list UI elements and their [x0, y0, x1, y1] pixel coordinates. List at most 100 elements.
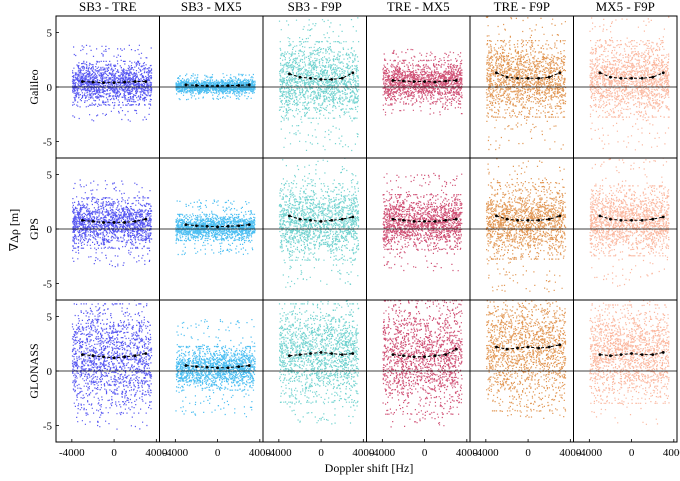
median-point — [288, 72, 291, 76]
median-point — [547, 75, 551, 79]
column-title: TRE - MX5 — [387, 0, 450, 14]
scatter-points — [485, 16, 567, 151]
labels-layer: ∇Δρ [m] Doppler shift [Hz] — [7, 209, 413, 475]
median-point — [505, 217, 509, 221]
median-point — [402, 218, 405, 222]
median-point — [558, 214, 562, 218]
median-point — [184, 364, 188, 367]
median-point — [495, 71, 498, 75]
median-point — [102, 355, 105, 359]
median-point — [619, 353, 623, 357]
x-tick-label: 0 — [111, 447, 117, 459]
median-point — [288, 354, 291, 358]
median-point — [319, 219, 323, 223]
median-point — [619, 218, 623, 222]
panel — [262, 157, 367, 301]
median-point — [112, 81, 116, 85]
median-point — [195, 83, 198, 87]
x-tick-label: -4000 — [163, 447, 189, 459]
median-point — [640, 218, 644, 222]
y-tick-label: 5 — [47, 169, 53, 181]
column-title: SB3 - F9P — [288, 0, 342, 14]
median-point — [102, 221, 105, 224]
x-tick-label: 0 — [215, 447, 221, 459]
panel — [159, 157, 264, 301]
row-label: Galileo — [27, 69, 41, 104]
median-point — [205, 84, 209, 88]
scatter-points — [278, 158, 360, 288]
median-point — [609, 217, 612, 221]
median-point — [237, 83, 241, 87]
median-point — [226, 224, 230, 228]
median-point — [309, 76, 312, 80]
scatter-points — [382, 172, 463, 272]
panel: -4000 0 4000 — [366, 299, 479, 459]
median-point — [640, 76, 644, 80]
median-point — [609, 75, 612, 79]
median-point — [184, 83, 188, 87]
median-point — [330, 77, 334, 81]
median-point — [81, 353, 84, 357]
median-point — [505, 75, 509, 79]
median-point — [351, 352, 355, 355]
median-point — [630, 352, 633, 355]
panel — [366, 15, 471, 159]
x-axis-label: Doppler shift [Hz] — [325, 461, 414, 475]
median-point — [391, 79, 395, 82]
y-tick-label: -5 — [43, 421, 53, 433]
scatter-points — [175, 199, 256, 256]
median-point — [195, 224, 198, 228]
x-tick-label: 4000 — [663, 447, 680, 459]
y-tick-label: -5 — [43, 279, 53, 291]
scatter-points — [71, 44, 153, 122]
median-point — [102, 81, 105, 85]
median-point — [351, 215, 355, 219]
median-point — [195, 365, 198, 369]
median-point — [226, 84, 230, 88]
column-title: SB3 - TRE — [79, 0, 137, 14]
scatter-points — [589, 16, 670, 151]
median-point — [537, 346, 541, 350]
row-label: GPS — [27, 218, 41, 240]
median-point — [81, 218, 84, 222]
median-point — [298, 217, 302, 221]
median-point — [123, 221, 127, 224]
median-point — [651, 353, 655, 357]
median-point — [609, 354, 612, 358]
panel — [573, 15, 678, 159]
median-point — [184, 223, 188, 227]
panel: -4000 0 4000 — [469, 299, 582, 459]
median-point — [91, 80, 95, 84]
median-point — [112, 221, 116, 224]
x-tick-label: -4000 — [370, 447, 396, 459]
y-tick-label: 0 — [47, 366, 53, 378]
median-point — [91, 219, 95, 223]
x-tick-label: -4000 — [59, 447, 85, 459]
median-point — [444, 353, 448, 357]
median-point — [81, 80, 84, 83]
panel — [366, 157, 471, 301]
y-tick-label: 0 — [47, 224, 53, 236]
x-tick-label: 4000 — [456, 447, 479, 459]
median-point — [444, 218, 448, 222]
panel: -4000 0 4000 — [573, 299, 680, 459]
median-point — [309, 218, 312, 222]
median-point — [133, 354, 137, 358]
median-point — [651, 75, 655, 79]
median-point — [651, 217, 655, 221]
median-point — [133, 219, 137, 223]
median-point — [205, 365, 209, 369]
panel-frame — [573, 299, 678, 443]
y-tick-label: 0 — [47, 82, 53, 94]
median-point — [630, 218, 633, 222]
y-tick-label: 5 — [47, 27, 53, 39]
median-point — [144, 217, 148, 221]
y-axis-label: ∇Δρ [m] — [7, 209, 21, 251]
median-point — [133, 80, 137, 83]
x-tick-label: 4000 — [145, 447, 168, 459]
median-point — [91, 354, 95, 358]
panel — [159, 15, 264, 159]
median-point — [288, 214, 291, 218]
median-point — [298, 75, 302, 79]
scatter-points — [589, 300, 670, 425]
